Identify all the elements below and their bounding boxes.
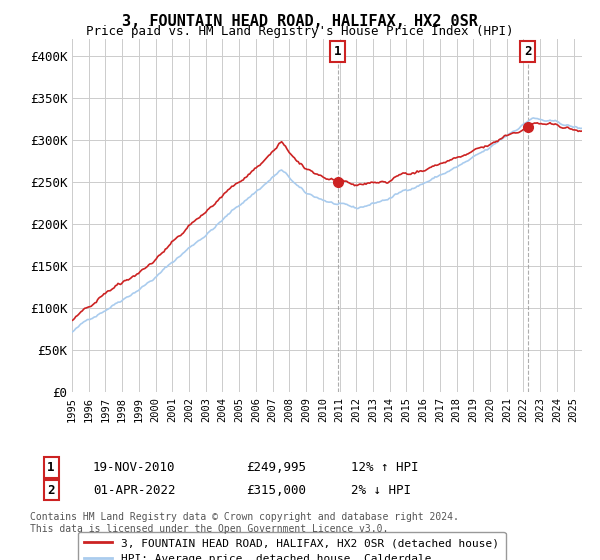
- Text: 3, FOUNTAIN HEAD ROAD, HALIFAX, HX2 0SR: 3, FOUNTAIN HEAD ROAD, HALIFAX, HX2 0SR: [122, 14, 478, 29]
- Text: 2: 2: [47, 483, 55, 497]
- Text: 1: 1: [47, 461, 55, 474]
- Text: 2: 2: [524, 45, 532, 58]
- Text: £315,000: £315,000: [246, 483, 306, 497]
- Text: £249,995: £249,995: [246, 461, 306, 474]
- Text: 01-APR-2022: 01-APR-2022: [93, 483, 176, 497]
- Text: Contains HM Land Registry data © Crown copyright and database right 2024.
This d: Contains HM Land Registry data © Crown c…: [30, 512, 459, 534]
- Text: 19-NOV-2010: 19-NOV-2010: [93, 461, 176, 474]
- Legend: 3, FOUNTAIN HEAD ROAD, HALIFAX, HX2 0SR (detached house), HPI: Average price, de: 3, FOUNTAIN HEAD ROAD, HALIFAX, HX2 0SR …: [77, 531, 506, 560]
- Text: Price paid vs. HM Land Registry's House Price Index (HPI): Price paid vs. HM Land Registry's House …: [86, 25, 514, 38]
- Text: 1: 1: [334, 45, 341, 58]
- Text: 2% ↓ HPI: 2% ↓ HPI: [351, 483, 411, 497]
- Text: 12% ↑ HPI: 12% ↑ HPI: [351, 461, 419, 474]
